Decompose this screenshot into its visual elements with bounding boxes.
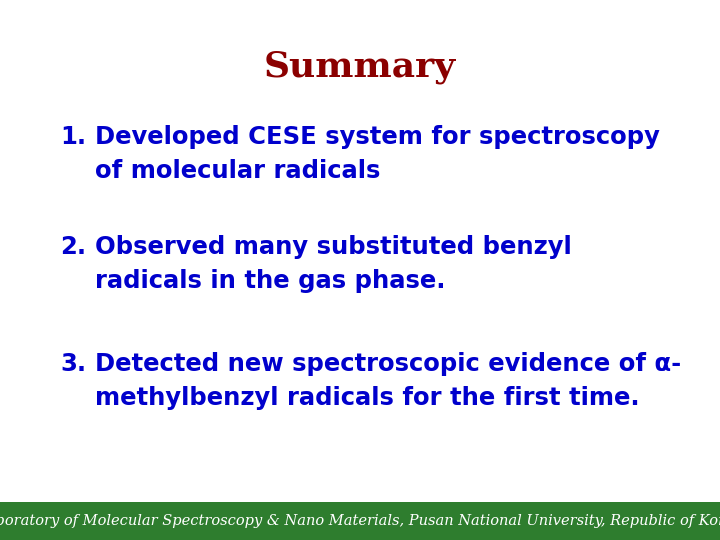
Text: 2.: 2. — [60, 235, 86, 259]
Bar — [0, 502, 720, 540]
Text: Developed CESE system for spectroscopy: Developed CESE system for spectroscopy — [95, 125, 660, 149]
Text: Detected new spectroscopic evidence of α-: Detected new spectroscopic evidence of α… — [95, 352, 681, 376]
Text: Summary: Summary — [264, 50, 456, 84]
Text: methylbenzyl radicals for the first time.: methylbenzyl radicals for the first time… — [95, 386, 639, 410]
Text: Observed many substituted benzyl: Observed many substituted benzyl — [95, 235, 572, 259]
Text: radicals in the gas phase.: radicals in the gas phase. — [95, 269, 446, 293]
Text: of molecular radicals: of molecular radicals — [95, 159, 380, 183]
Text: 3.: 3. — [60, 352, 86, 376]
Text: 1.: 1. — [60, 125, 86, 149]
Text: Laboratory of Molecular Spectroscopy & Nano Materials, Pusan National University: Laboratory of Molecular Spectroscopy & N… — [0, 514, 720, 528]
